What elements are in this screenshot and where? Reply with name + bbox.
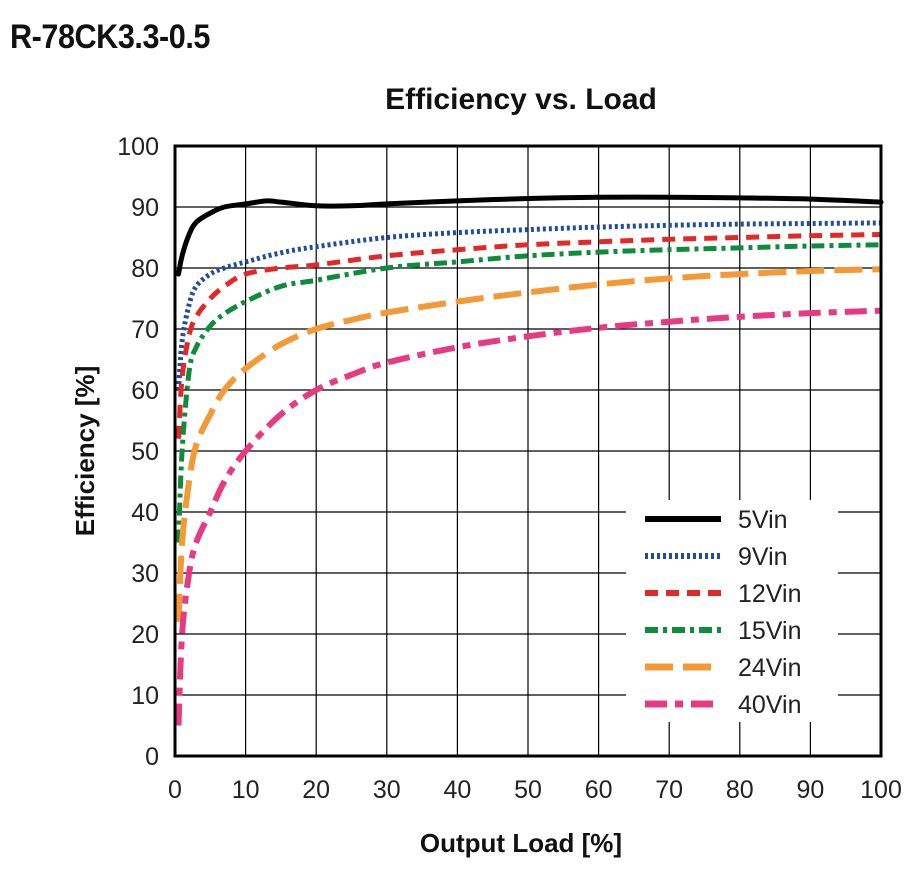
y-tick-label-0: 0 bbox=[145, 743, 159, 771]
legend-label-40vin: 40Vin bbox=[738, 691, 802, 719]
y-tick-label-2: 20 bbox=[131, 621, 159, 649]
x-tick-label-7: 70 bbox=[655, 776, 683, 804]
x-tick-label-1: 10 bbox=[232, 776, 260, 804]
series-line-40vin bbox=[175, 307, 882, 726]
x-tick-label-9: 90 bbox=[796, 776, 824, 804]
y-tick-label-5: 50 bbox=[131, 438, 159, 466]
x-tick-label-8: 80 bbox=[726, 776, 754, 804]
y-tick-label-1: 10 bbox=[131, 682, 159, 710]
legend-label-12vin: 12Vin bbox=[738, 580, 802, 608]
chart-heading: R-78CK3.3-0.5 bbox=[10, 18, 210, 56]
series-line-12vin bbox=[176, 232, 882, 439]
x-tick-label-3: 30 bbox=[373, 776, 401, 804]
y-axis-title: Efficiency [%] bbox=[70, 366, 100, 537]
series-line-15vin bbox=[176, 242, 882, 543]
y-tick-label-7: 70 bbox=[131, 316, 159, 344]
legend-label-15vin: 15Vin bbox=[738, 617, 802, 645]
x-tick-label-10: 100 bbox=[860, 776, 902, 804]
legend-label-5vin: 5Vin bbox=[738, 506, 788, 534]
legend-background bbox=[626, 500, 838, 722]
y-tick-label-4: 40 bbox=[131, 499, 159, 527]
legend-label-9vin: 9Vin bbox=[738, 543, 788, 571]
legend: 5Vin 9Vin 12Vin 15Vin 24Vin 40Vin bbox=[626, 500, 838, 722]
series-line-9vin bbox=[176, 220, 882, 391]
y-tick-label-10: 100 bbox=[117, 133, 159, 161]
x-tick-label-0: 0 bbox=[168, 776, 182, 804]
chart-title: Efficiency vs. Load bbox=[385, 83, 657, 116]
y-tick-label-3: 30 bbox=[131, 560, 159, 588]
y-tick-label-8: 80 bbox=[131, 255, 159, 283]
x-axis-title: Output Load [%] bbox=[420, 828, 622, 858]
legend-label-24vin: 24Vin bbox=[738, 654, 802, 682]
x-tick-label-5: 50 bbox=[514, 776, 542, 804]
x-tick-label-2: 20 bbox=[302, 776, 330, 804]
series-layer bbox=[175, 194, 884, 726]
plot-frame bbox=[173, 144, 883, 758]
x-tick-label-4: 40 bbox=[443, 776, 471, 804]
y-tick-label-6: 60 bbox=[131, 377, 159, 405]
series-line-24vin bbox=[175, 266, 882, 622]
y-tick-label-9: 90 bbox=[131, 194, 159, 222]
x-tick-label-6: 60 bbox=[585, 776, 613, 804]
series-line-5vin bbox=[176, 194, 884, 277]
tick-labels: 0 10 20 30 40 50 60 70 80 90 100 0 10 20 30 40 50 60 70 80 9… bbox=[117, 133, 902, 804]
